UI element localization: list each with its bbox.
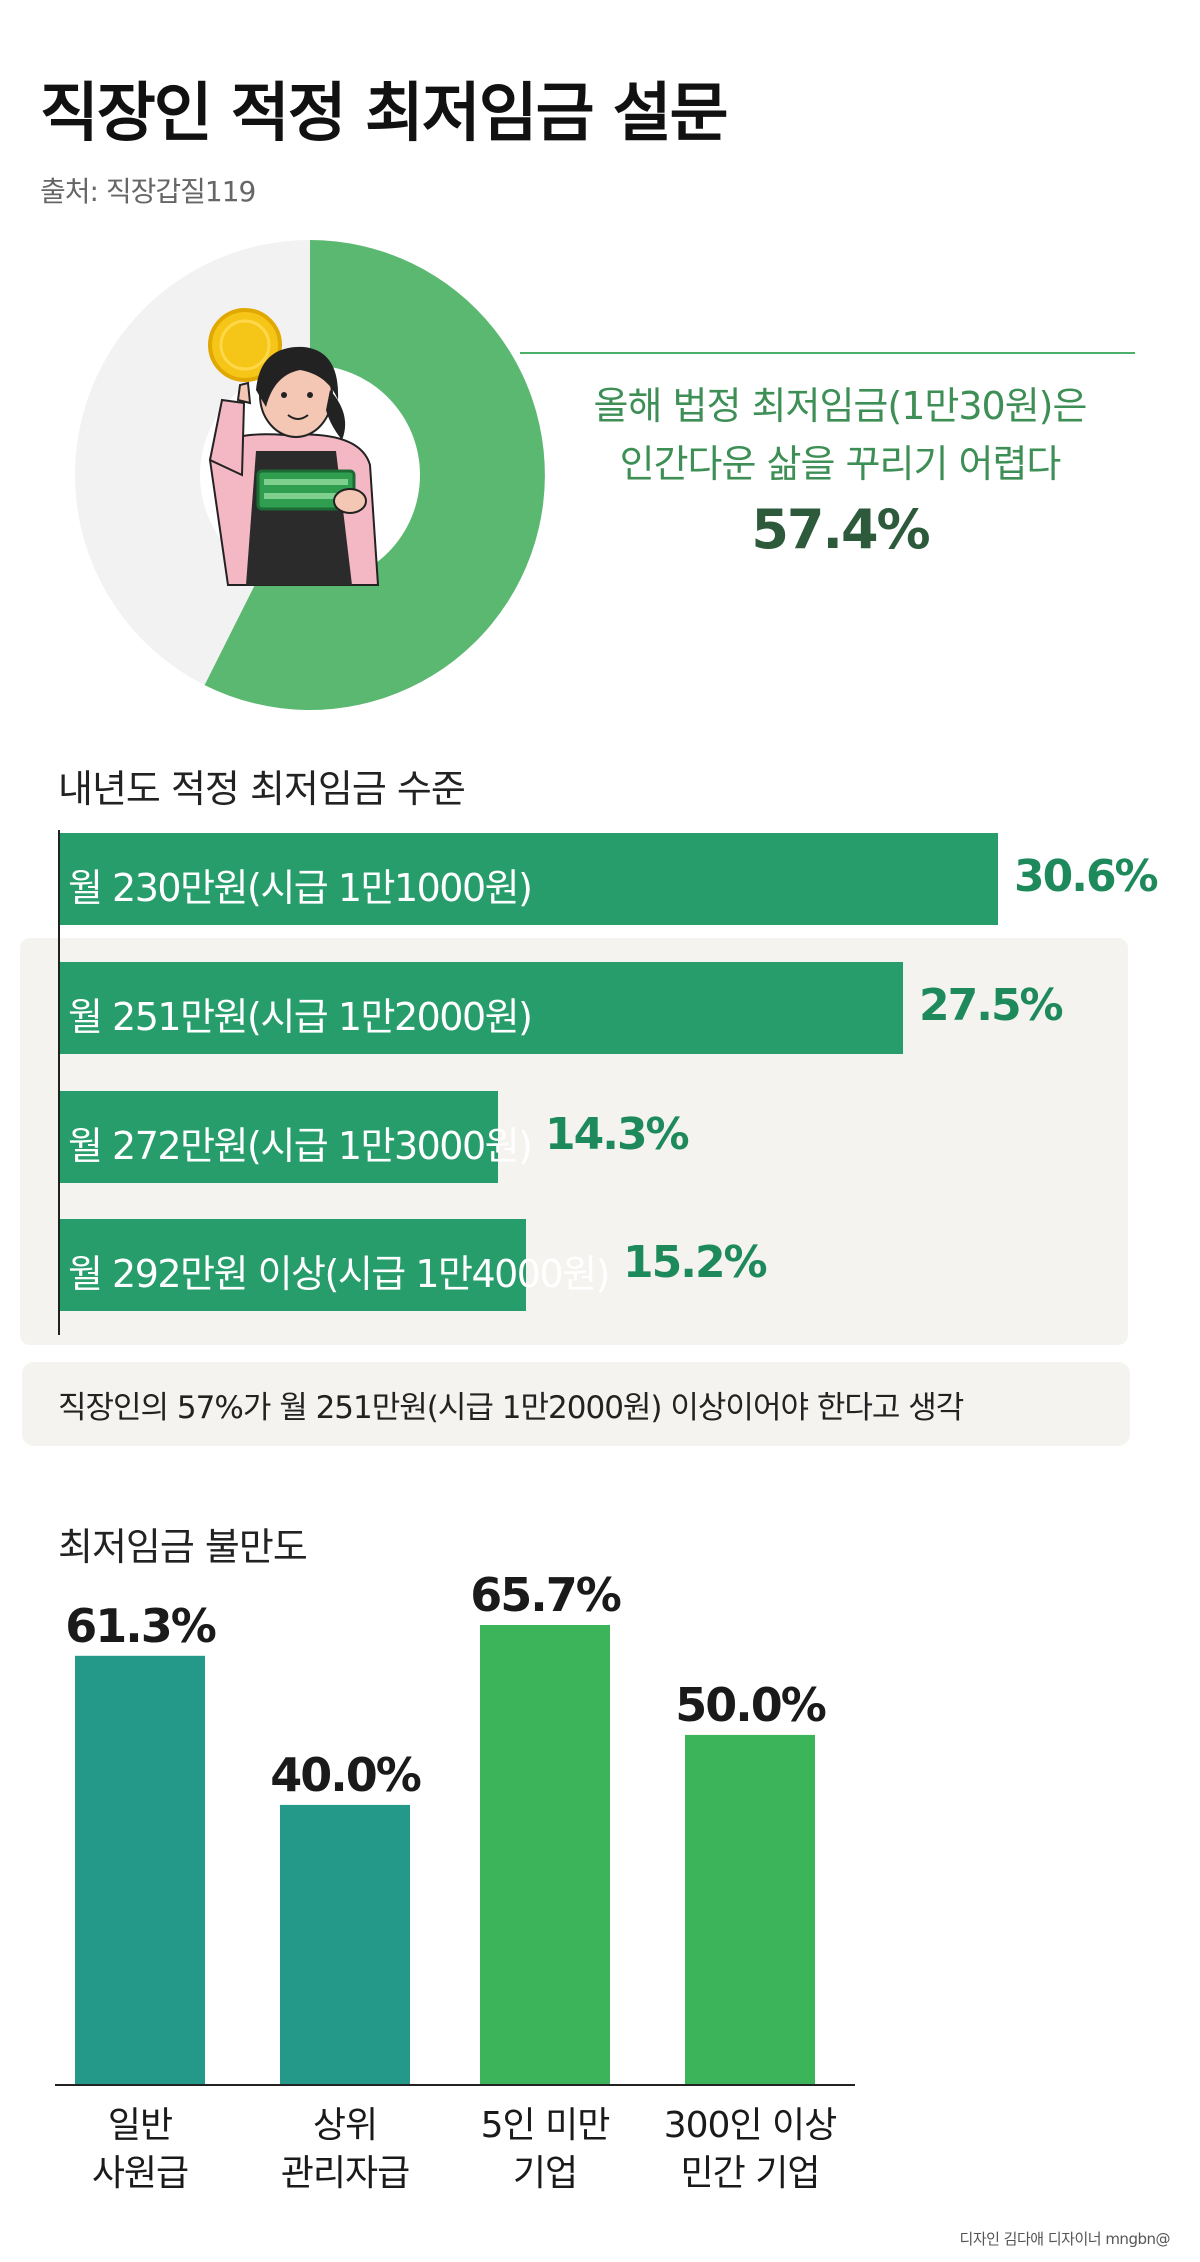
hbar-label-4: 월 292만원 이상(시급 1만4000원): [68, 1252, 610, 1296]
vbar-value-4: 50.0%: [675, 1678, 825, 1732]
callout-line-2: 인간다운 삶을 꾸리기 어렵다: [619, 442, 1062, 486]
vbar-category-3-line-2: 기업: [513, 2153, 577, 2194]
vbar-category-4-line-2: 민간 기업: [681, 2153, 820, 2194]
summary-note: 직장인의 57%가 월 251만원(시급 1만2000원) 이상이어야 한다고 …: [58, 1390, 964, 1426]
section-title-dissatisfaction: 최저임금 불만도: [58, 1525, 308, 1569]
vbar-4: [685, 1734, 815, 2085]
donut-chart: [75, 240, 545, 710]
section-title-wage-level: 내년도 적정 최저임금 수준: [58, 767, 466, 811]
vbar-1: [75, 1655, 205, 2085]
vbar-category-3-line-1: 5인 미만: [481, 2105, 610, 2146]
hbar-chart: 월 230만원(시급 1만1000원) 30.6% 월 251만원(시급 1만200…: [60, 833, 1159, 1311]
hbar-3: [60, 1091, 498, 1183]
vbar-2: [280, 1804, 410, 2085]
hbar-value-1: 30.6%: [1014, 851, 1159, 902]
worker-illustration: [208, 308, 380, 586]
hbar-label-2: 월 251만원(시급 1만2000원): [68, 995, 533, 1039]
hbar-4: [60, 1219, 526, 1311]
vbar-value-3: 65.7%: [470, 1568, 620, 1622]
design-credit: 디자인 김다애 디자이너 mngbn@: [959, 2230, 1171, 2248]
vbar-3: [480, 1625, 610, 2085]
callout-line-1: 올해 법정 최저임금(1만30원)은: [593, 384, 1088, 428]
callout-percent: 57.4%: [751, 498, 930, 561]
callout-leader-line: [520, 352, 1135, 354]
vbar-category-2-line-2: 관리자급: [281, 2153, 409, 2194]
source-label: 출처: 직장갑질119: [40, 175, 256, 208]
hbar-value-4: 15.2%: [623, 1237, 768, 1288]
hbar-2: [60, 962, 903, 1054]
vbar-category-4-line-1: 300인 이상: [664, 2105, 837, 2146]
hbar-label-1: 월 230만원(시급 1만1000원): [68, 866, 533, 910]
vbar-value-1: 61.3%: [65, 1599, 215, 1653]
hbar-value-2: 27.5%: [919, 980, 1064, 1031]
page-title: 직장인 적정 최저임금 설문: [40, 77, 729, 151]
vbar-category-1-line-1: 일반: [108, 2105, 172, 2146]
summary-note-box: [22, 1362, 1130, 1446]
vbar-category-1-line-2: 사원급: [92, 2153, 188, 2194]
vbar-value-2: 40.0%: [270, 1748, 420, 1802]
hbar-axis-line: [58, 830, 60, 1335]
hbar-value-3: 14.3%: [545, 1109, 690, 1160]
hbar-1: [60, 833, 998, 925]
vbar-category-2-line-1: 상위: [313, 2105, 377, 2146]
hbar-label-3: 월 272만원(시급 1만3000원): [68, 1124, 533, 1168]
